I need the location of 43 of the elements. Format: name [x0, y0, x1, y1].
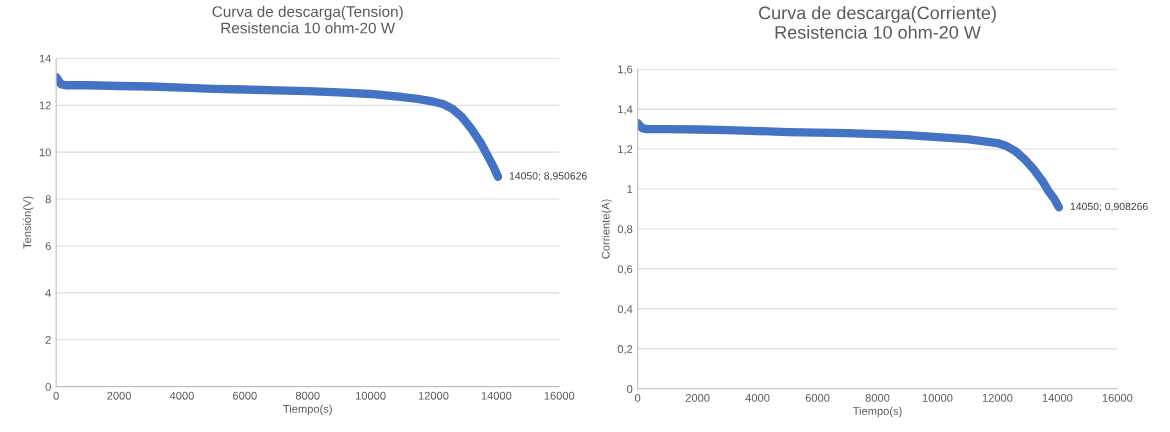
x-tick-label: 6000	[233, 391, 257, 400]
y-tick-label: 4	[45, 289, 51, 297]
y-tick-label: 0	[627, 385, 633, 393]
annotation: 14050; 8,950626	[509, 172, 587, 181]
y-tick-label: 0,6	[617, 265, 633, 275]
annotation: 14050; 0,908266	[1070, 202, 1148, 212]
y-tick-label: 1	[627, 185, 633, 194]
y-tick-label: 14	[39, 54, 51, 63]
y-tick-label: 8	[45, 195, 51, 204]
y-tick-label: 0	[45, 382, 51, 391]
x-tick-label: 0	[53, 391, 59, 400]
x-tick-label: 14000	[481, 391, 512, 400]
y-tick-label: 12	[39, 101, 51, 110]
x-axis-title: Tiempo(s)	[283, 404, 332, 415]
x-axis-title: Tiempo(s)	[852, 406, 902, 418]
x-tick-label: 6000	[805, 393, 830, 402]
x-tick-label: 16000	[544, 391, 575, 400]
x-tick-label: 2000	[685, 393, 710, 402]
y-axis-title: Corriente(A)	[601, 199, 612, 259]
x-tick-label: 16000	[1102, 393, 1133, 402]
y-tick-label: 1,2	[618, 145, 633, 155]
y-tick-label: 1,6	[618, 65, 633, 75]
chart-title: Curva de descarga(Tension) Resistencia 10 ohm-20 W	[212, 5, 403, 34]
y-tick-label: 2	[45, 336, 51, 344]
y-axis-title: Tensión(V)	[22, 196, 34, 249]
x-tick-label: 14000	[1042, 393, 1073, 402]
x-tick-label: 8000	[295, 391, 320, 400]
x-tick-label: 12000	[418, 391, 449, 400]
y-tick-label: 0,4	[617, 305, 633, 315]
x-tick-label: 10000	[922, 393, 953, 402]
y-tick-label: 1,4	[618, 105, 633, 115]
x-tick-label: 4000	[169, 391, 194, 400]
x-tick-label: 10000	[356, 391, 386, 400]
x-tick-label: 12000	[982, 393, 1013, 402]
x-tick-label: 8000	[865, 393, 890, 402]
x-tick-label: 4000	[745, 393, 770, 402]
y-tick-label: 0,2	[617, 345, 633, 355]
y-tick-label: 0,8	[617, 225, 633, 235]
x-tick-label: 0	[634, 393, 641, 402]
x-tick-label: 2000	[107, 391, 131, 400]
y-tick-label: 6	[45, 242, 51, 251]
chart-title: Curva de descarga(Corriente) Resistencia 10 ohm-20 W	[759, 6, 996, 39]
y-tick-label: 10	[39, 148, 51, 157]
